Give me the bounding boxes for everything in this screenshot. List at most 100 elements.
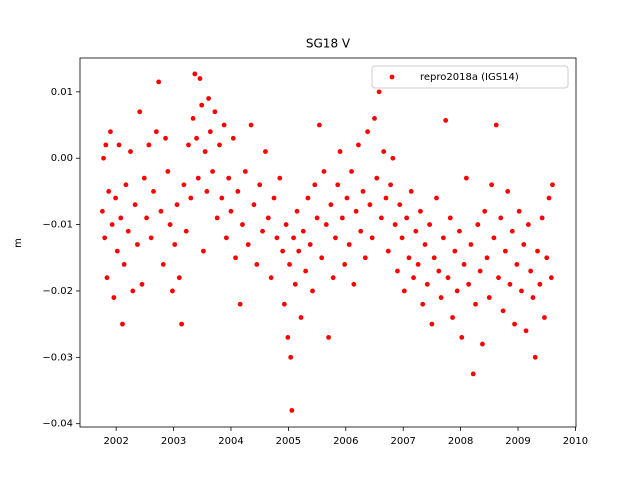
data-point [454,288,460,294]
data-point [167,222,173,227]
data-point [392,222,398,227]
data-point [408,188,414,194]
data-point [170,288,175,294]
data-point [351,281,357,287]
data-point [411,275,416,281]
data-point [507,281,513,287]
data-point [103,142,109,148]
data-point [186,142,191,148]
data-point [160,262,166,267]
y-tick-label: −0.04 [42,419,73,430]
data-point [240,222,245,227]
data-point [475,222,481,227]
data-point [99,208,105,214]
data-point [484,255,490,261]
data-point [480,341,485,347]
data-point [212,109,218,115]
data-point [542,315,547,320]
data-point [406,255,412,261]
data-point [399,235,405,241]
data-point [447,215,453,221]
data-point [139,281,145,287]
data-point [443,117,449,123]
data-point [470,371,476,377]
data-point [397,202,403,208]
data-point [294,208,300,214]
data-point [316,122,322,128]
data-point [539,215,545,221]
data-point [509,228,515,234]
data-point [153,129,159,135]
data-point [404,215,410,221]
data-point [207,129,213,135]
data-point [312,182,318,188]
data-point [356,142,361,148]
data-point [283,222,289,227]
data-point [500,308,506,314]
data-point [204,188,210,194]
data-point [383,195,389,201]
data-point [156,79,162,85]
data-point [339,215,345,221]
data-point [523,328,529,334]
data-point [550,182,555,188]
data-point [183,228,189,234]
data-point [445,275,451,281]
y-axis-label: m [13,238,24,248]
data-point [418,208,423,214]
data-point [440,235,446,241]
data-point [305,195,311,201]
data-point [174,202,180,208]
data-point [163,135,168,141]
data-point [257,182,263,188]
data-point [165,169,171,174]
data-point [333,235,338,241]
data-point [197,76,203,81]
data-point [532,354,538,360]
y-tick-label: 0.01 [51,87,73,98]
y-tick-label: 0.00 [51,153,73,164]
data-point [137,109,143,115]
data-point [461,262,467,267]
data-point [353,208,359,214]
data-point [516,208,522,214]
data-point [268,275,274,281]
legend-marker [389,74,395,80]
data-point [120,321,125,327]
data-point [493,122,499,128]
data-point [158,208,164,214]
data-point [292,281,298,287]
data-point [328,202,334,208]
data-point [181,182,187,188]
data-point [188,195,194,201]
data-point [528,268,534,274]
plot-frame [79,57,577,428]
data-point [420,301,426,307]
data-point [277,175,283,181]
chart-title: SG18 V [306,37,351,51]
data-point [303,268,309,274]
data-point [335,182,341,188]
y-tick-label: −0.01 [42,220,73,231]
data-point [491,235,497,241]
data-point [496,275,501,281]
data-point [245,242,251,247]
data-point [172,242,178,247]
data-point [111,295,117,300]
data-point [199,102,205,108]
data-point [101,155,106,161]
data-point [291,235,296,241]
data-point [116,142,122,148]
data-point [237,301,243,307]
data-point [260,228,265,234]
data-point [365,129,371,135]
data-point [217,142,222,148]
data-point [376,89,382,95]
data-point [342,262,348,267]
data-point [344,195,350,201]
data-point [192,71,198,77]
data-point [125,228,131,234]
data-point [219,195,225,201]
data-point [102,235,108,241]
data-point [450,315,455,320]
